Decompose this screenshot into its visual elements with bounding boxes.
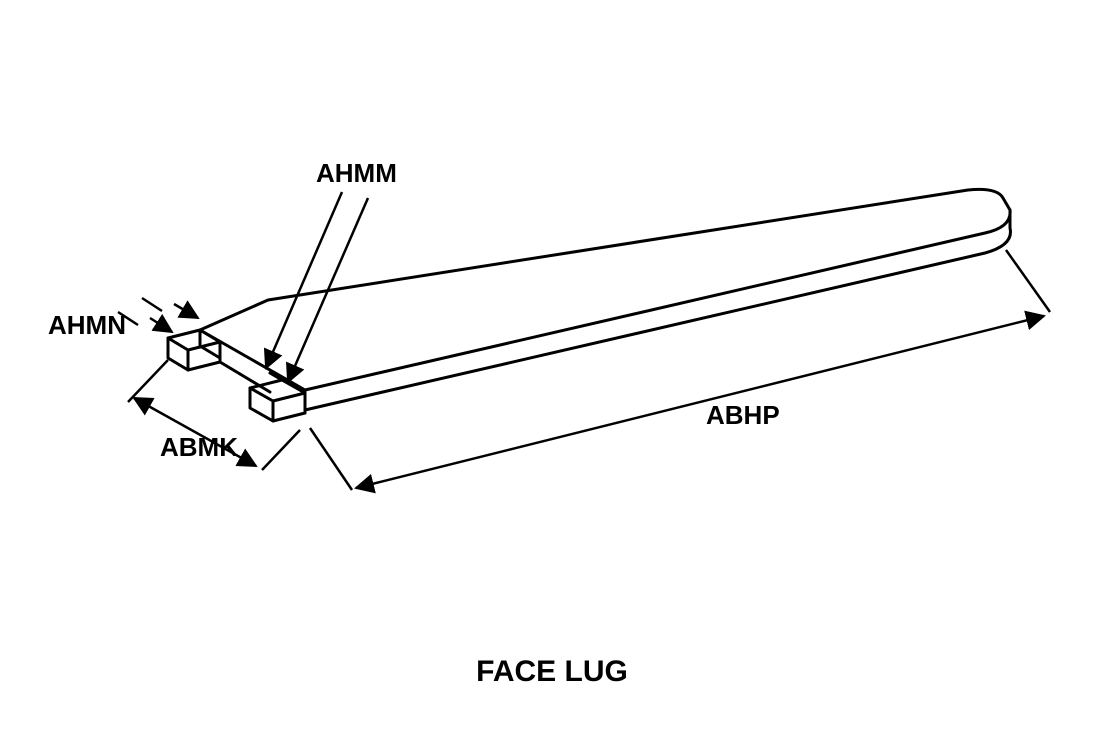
label-ahmn: AHMN xyxy=(48,310,126,341)
dimension-lines xyxy=(118,192,1050,490)
diagram-stage: AHMM AHMN ABMK ABHP FACE LUG xyxy=(0,0,1104,737)
label-abhp: ABHP xyxy=(706,400,780,431)
diagram-svg xyxy=(0,0,1104,737)
label-abmk: ABMK xyxy=(160,432,238,463)
diagram-title: FACE LUG xyxy=(0,655,1104,689)
label-ahmm: AHMM xyxy=(316,158,397,189)
